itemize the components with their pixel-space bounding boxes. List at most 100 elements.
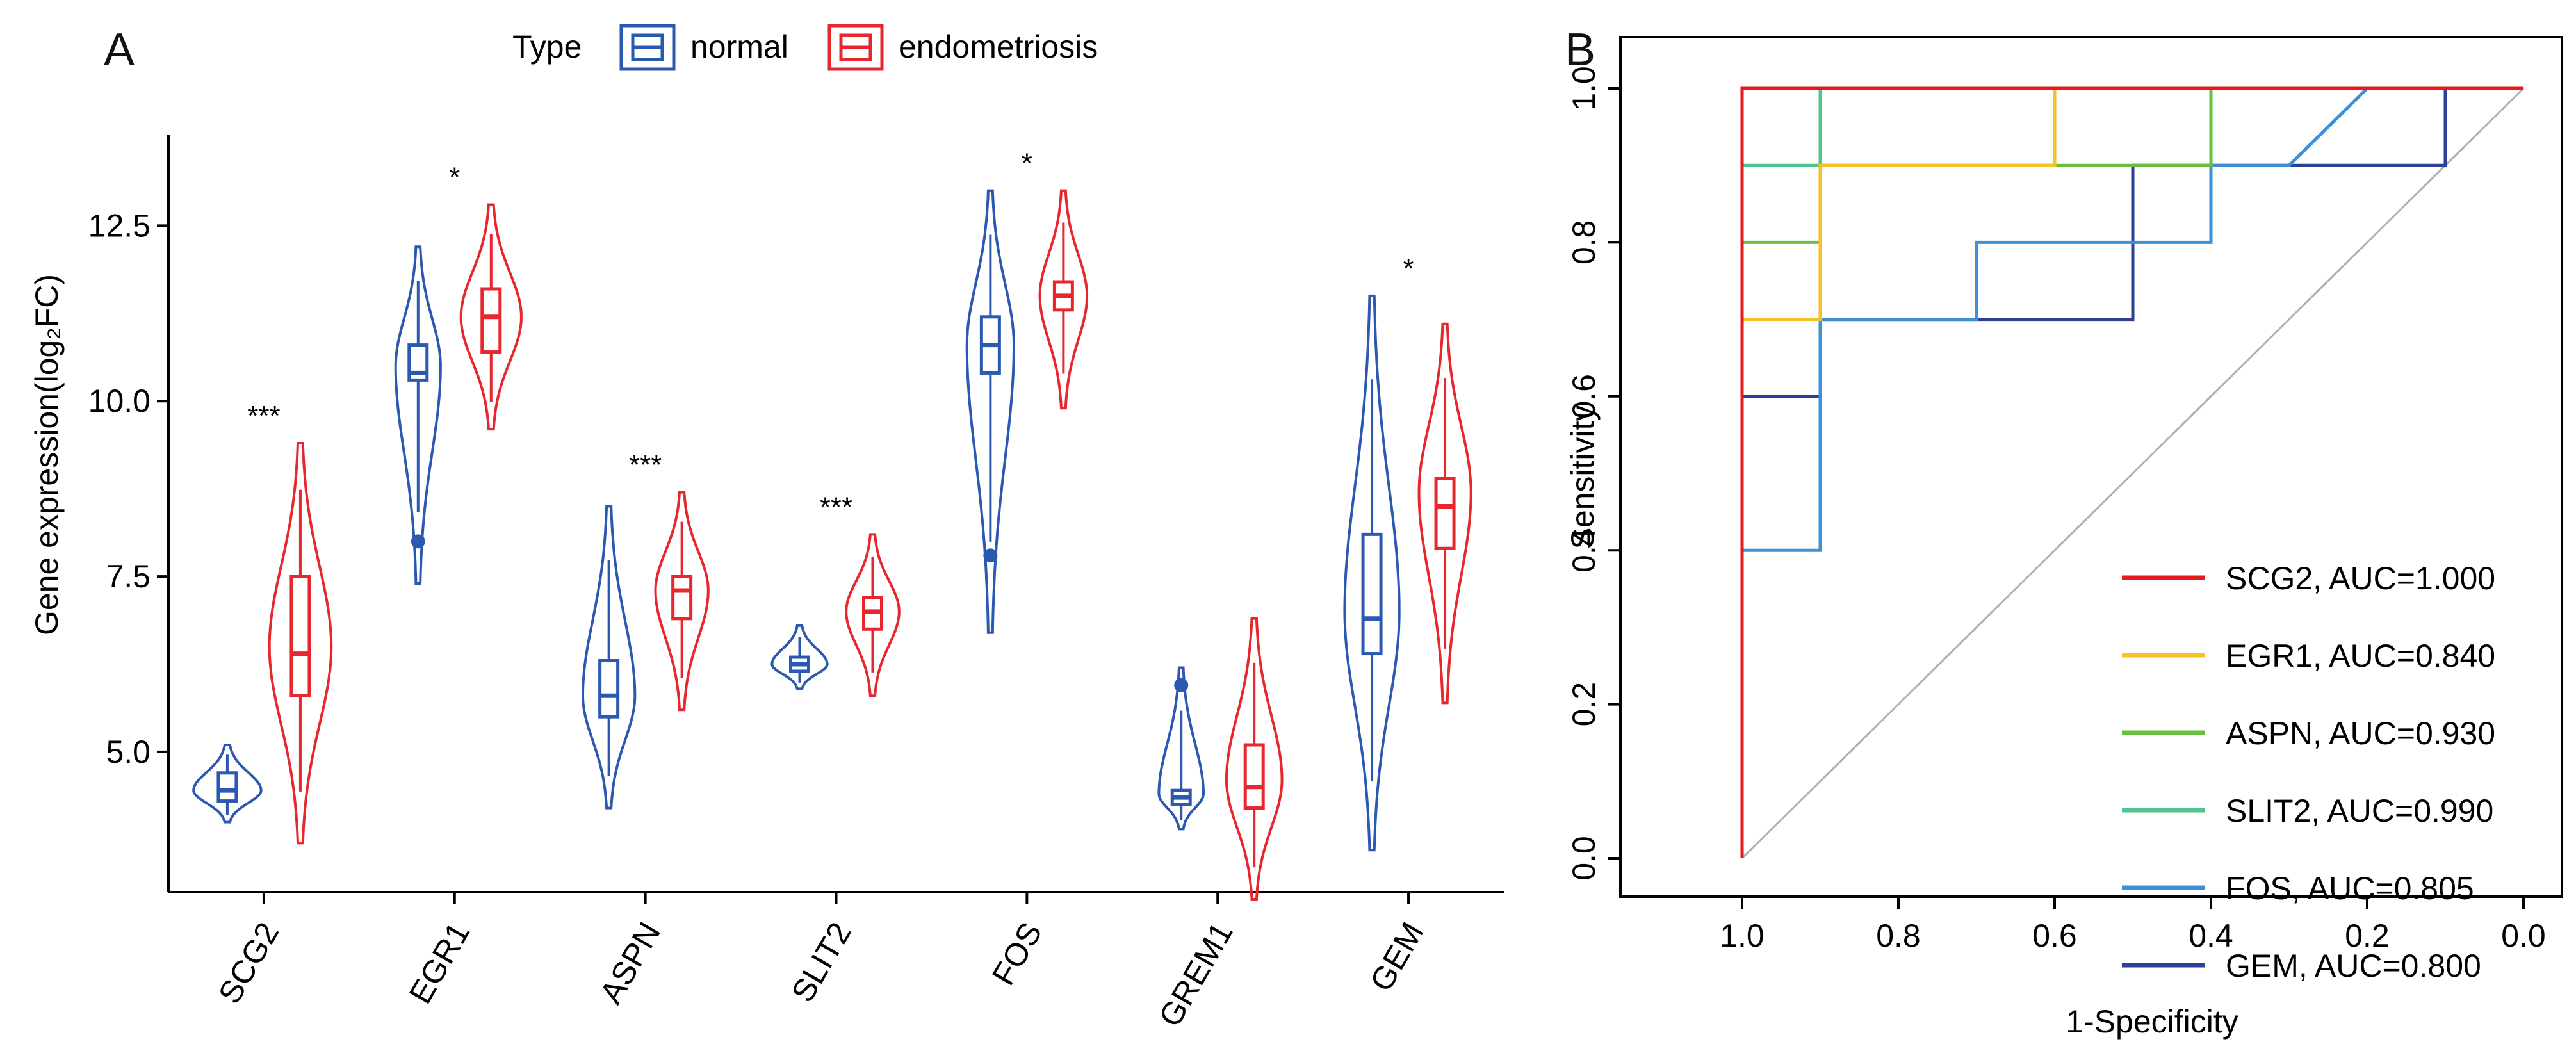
roc-y-tick-label: 0.0 [1566, 836, 1602, 881]
violin-y-axis-label: Gene expression(log₂FC) [29, 274, 65, 635]
violin-outlier [1174, 678, 1189, 692]
violin-x-tick-label: ASPN [593, 917, 668, 1010]
legend-label: normal [690, 29, 788, 65]
roc-curve-gem [1740, 86, 2523, 858]
violin-x-tick-label: SLIT2 [785, 917, 858, 1009]
violin-box [480, 287, 502, 354]
violin-normal-gem [1343, 294, 1401, 852]
panel-b-letter: B [1565, 24, 1595, 76]
roc-x-axis-label: 1-Specificity [2066, 1004, 2238, 1040]
violin-box [598, 659, 620, 719]
violin-shape [770, 624, 829, 690]
violin-shape [1417, 322, 1472, 705]
violin-endometriosis-fos [1038, 189, 1089, 410]
roc-x-tick-label: 0.8 [1876, 918, 1921, 954]
violin-y-tick-label: 7.5 [106, 559, 151, 594]
roc-legend-label: SCG2, AUC=1.000 [2226, 560, 2495, 596]
roc-legend-label: ASPN, AUC=0.930 [2226, 715, 2495, 751]
violin-shape [394, 245, 442, 585]
significance-marker: *** [820, 491, 852, 523]
roc-legend: SCG2, AUC=1.000 EGR1, AUC=0.840 ASPN, AUC=… [2122, 560, 2495, 984]
violin-box [289, 575, 311, 697]
violin-shape [1343, 294, 1401, 852]
violin-shape [654, 491, 710, 712]
violin-y-tick-label: 10.0 [88, 383, 151, 419]
roc-legend-item-gem: GEM, AUC=0.800 [2122, 948, 2481, 984]
violin-plot: 5.07.510.012.5SCG2***EGR1*ASPN***SLIT2**… [88, 135, 1504, 1032]
significance-marker: * [1022, 148, 1032, 179]
violin-y-tick-label: 12.5 [88, 208, 151, 243]
violin-x-tick-label: GEM [1363, 917, 1430, 998]
violin-x-tick-label: FOS [985, 917, 1049, 991]
roc-legend-label: EGR1, AUC=0.840 [2226, 638, 2495, 674]
violin-x-tick-label: GREM1 [1152, 917, 1239, 1033]
violin-shape [1038, 189, 1089, 410]
violin-outlier [411, 534, 425, 549]
violin-endometriosis-slit2 [845, 533, 901, 697]
roc-legend-label: SLIT2, AUC=0.990 [2226, 793, 2493, 829]
violin-normal-scg2 [192, 744, 263, 824]
roc-legend-item-slit2: SLIT2, AUC=0.990 [2122, 793, 2493, 829]
violin-normal-egr1 [394, 245, 442, 585]
violin-endometriosis-egr1 [459, 203, 523, 431]
roc-legend-item-scg2: SCG2, AUC=1.000 [2122, 560, 2495, 596]
violin-normal-fos [965, 189, 1016, 634]
violin-x-tick-label: SCG2 [211, 917, 286, 1010]
legend-box-icon [619, 24, 676, 71]
violin-endometriosis-scg2 [268, 442, 333, 845]
legend-label: endometriosis [899, 29, 1098, 65]
violin-box [671, 575, 693, 621]
violin-shape [1225, 617, 1284, 901]
roc-x-tick-label: 0.4 [2189, 918, 2233, 954]
violin-normal-grem1 [1157, 666, 1205, 831]
roc-y-tick-label: 0.6 [1566, 374, 1602, 419]
violin-shape [582, 505, 637, 810]
roc-y-axis-label: Sensitivity [1565, 405, 1601, 549]
roc-y-tick-label: 1.0 [1566, 66, 1602, 111]
roc-legend-item-fos: FOS, AUC=0.805 [2122, 870, 2474, 906]
legend-item-endometriosis: endometriosis [827, 24, 1098, 71]
roc-legend-item-egr1: EGR1, AUC=0.840 [2122, 638, 2495, 674]
roc-reference-diagonal [1741, 87, 2525, 860]
roc-x-tick-label: 1.0 [1720, 918, 1765, 954]
violin-shape [1157, 666, 1205, 831]
violin-y-tick-label: 5.0 [106, 734, 151, 770]
roc-legend-item-aspn: ASPN, AUC=0.930 [2122, 715, 2495, 751]
panel-a-letter: A [104, 24, 135, 76]
violin-box [1361, 532, 1383, 656]
significance-marker: *** [247, 400, 280, 432]
violin-box [216, 771, 238, 803]
violin-shape [965, 189, 1016, 634]
roc-legend-label: GEM, AUC=0.800 [2226, 948, 2481, 984]
significance-marker: * [449, 162, 460, 193]
violin-outlier [983, 548, 998, 563]
roc-plot-frame [1619, 36, 2563, 898]
violin-legend: Type normal endometriosis [512, 24, 1098, 71]
violin-box [1434, 477, 1456, 550]
legend-title: Type [512, 29, 582, 65]
roc-plot: 0.00.20.40.60.81.01.0 0.8 0.6 0.4 0.2 0.0SCG2… [1566, 36, 2563, 984]
violin-endometriosis-aspn [654, 491, 710, 712]
roc-y-tick-label: 0.8 [1566, 220, 1602, 265]
violin-shape [845, 533, 901, 697]
legend-item-normal: normal [619, 24, 788, 71]
violin-endometriosis-gem [1417, 322, 1472, 705]
panel-a: A Type normal endometriosis Gene expressi… [29, 24, 1504, 1032]
roc-y-tick-label: 0.2 [1566, 682, 1602, 727]
significance-marker: * [1403, 253, 1414, 284]
violin-x-tick-label: EGR1 [402, 917, 477, 1010]
violin-endometriosis-grem1 [1225, 617, 1284, 901]
significance-marker: *** [629, 450, 662, 481]
violin-normal-aspn [582, 505, 637, 810]
violin-normal-slit2 [770, 624, 829, 690]
violin-box [1243, 743, 1265, 810]
roc-x-tick-label: 0.6 [2032, 918, 2077, 954]
roc-y-tick-label: 0.4 [1566, 528, 1602, 573]
roc-legend-label: FOS, AUC=0.805 [2226, 870, 2474, 906]
panel-b: B Sensitivity 1-Specificity 0.0 0.2 0.4 0.6… [1565, 24, 2563, 1040]
roc-x-tick-label: 0.0 [2501, 918, 2546, 954]
violin-shape [459, 203, 523, 431]
roc-curve-scg2 [1740, 86, 2523, 858]
violin-shape [192, 744, 263, 824]
